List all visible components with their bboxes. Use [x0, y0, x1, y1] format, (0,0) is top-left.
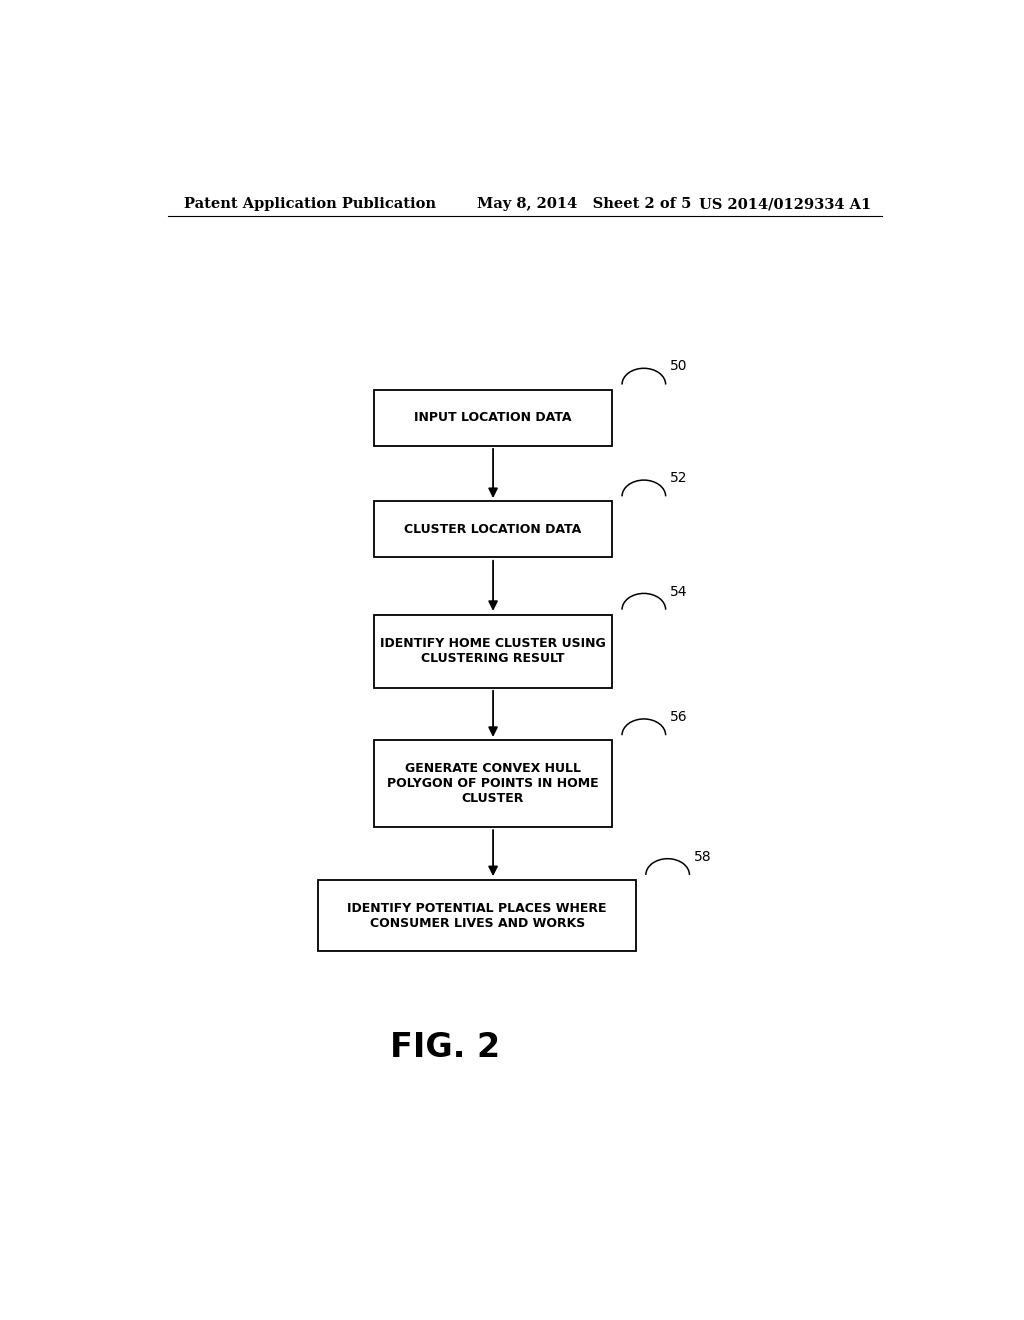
Text: IDENTIFY POTENTIAL PLACES WHERE
CONSUMER LIVES AND WORKS: IDENTIFY POTENTIAL PLACES WHERE CONSUMER… — [347, 902, 607, 929]
Text: 58: 58 — [693, 850, 711, 863]
Text: CLUSTER LOCATION DATA: CLUSTER LOCATION DATA — [404, 523, 582, 536]
Text: FIG. 2: FIG. 2 — [390, 1031, 501, 1064]
FancyBboxPatch shape — [318, 880, 636, 952]
FancyBboxPatch shape — [374, 502, 612, 557]
Text: 52: 52 — [670, 471, 687, 486]
FancyBboxPatch shape — [374, 741, 612, 826]
Text: 50: 50 — [670, 359, 687, 374]
Text: US 2014/0129334 A1: US 2014/0129334 A1 — [699, 197, 871, 211]
Text: IDENTIFY HOME CLUSTER USING
CLUSTERING RESULT: IDENTIFY HOME CLUSTER USING CLUSTERING R… — [380, 638, 606, 665]
FancyBboxPatch shape — [374, 615, 612, 688]
Text: 54: 54 — [670, 585, 687, 598]
Text: GENERATE CONVEX HULL
POLYGON OF POINTS IN HOME
CLUSTER: GENERATE CONVEX HULL POLYGON OF POINTS I… — [387, 762, 599, 805]
Text: May 8, 2014   Sheet 2 of 5: May 8, 2014 Sheet 2 of 5 — [477, 197, 691, 211]
Text: 56: 56 — [670, 710, 687, 725]
Text: INPUT LOCATION DATA: INPUT LOCATION DATA — [415, 411, 571, 424]
FancyBboxPatch shape — [374, 389, 612, 446]
Text: Patent Application Publication: Patent Application Publication — [183, 197, 435, 211]
